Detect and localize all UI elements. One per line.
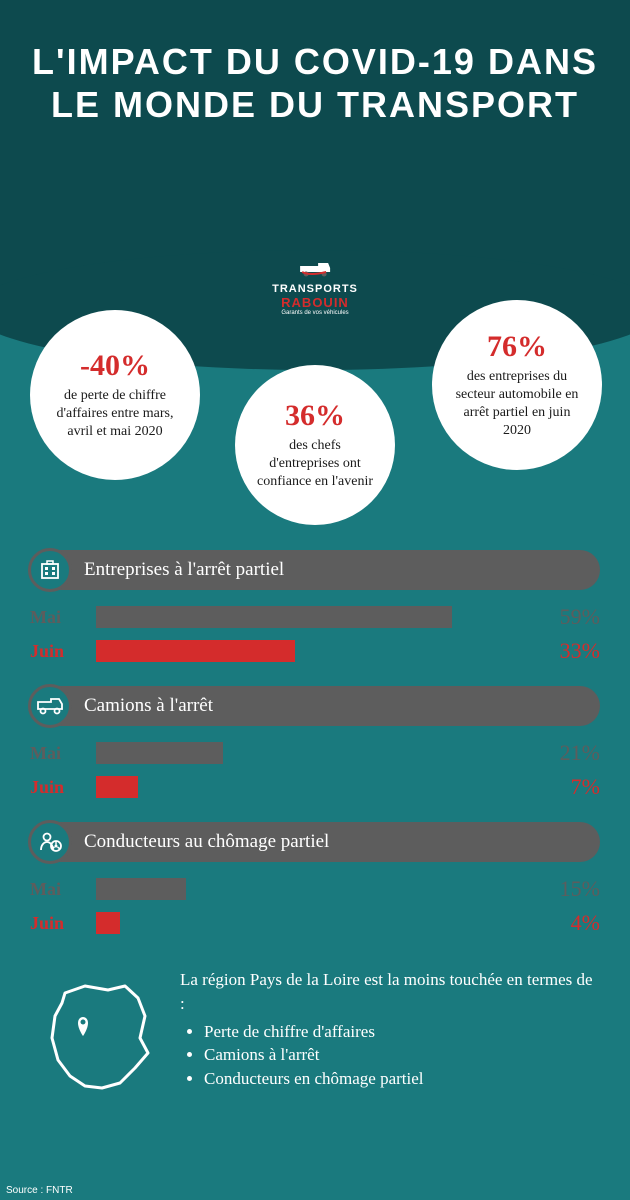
section-title: Conducteurs au chômage partiel <box>84 831 329 853</box>
bar-label: Mai <box>30 607 96 628</box>
footer-bullet: Camions à l'arrêt <box>204 1043 600 1067</box>
section-header: Conducteurs au chômage partiel <box>30 822 600 862</box>
bar-row: Juin 7% <box>30 774 600 800</box>
bar-track <box>96 776 518 798</box>
bar-label: Mai <box>30 879 96 900</box>
truck-icon <box>28 684 72 728</box>
bar-fill <box>96 878 186 900</box>
footer-intro: La région Pays de la Loire est la moins … <box>180 968 600 1016</box>
bar-fill <box>96 742 223 764</box>
bar-fill <box>96 912 120 934</box>
bar-label: Juin <box>30 913 96 934</box>
bar-track <box>96 742 518 764</box>
bar-label: Juin <box>30 777 96 798</box>
bar-value: 21% <box>534 740 600 766</box>
bar-group: Mai 21% Juin 7% <box>30 740 600 800</box>
bar-row: Mai 59% <box>30 604 600 630</box>
logo-text-2: RABOUIN <box>272 295 358 310</box>
bar-fill <box>96 776 138 798</box>
footer-bullet: Conducteurs en chômage partiel <box>204 1067 600 1091</box>
section-header: Camions à l'arrêt <box>30 686 600 726</box>
bar-label: Mai <box>30 743 96 764</box>
bar-row: Juin 33% <box>30 638 600 664</box>
section-title: Entreprises à l'arrêt partiel <box>84 559 284 581</box>
bar-value: 15% <box>534 876 600 902</box>
bar-fill <box>96 640 295 662</box>
stat-circle-3: 76% des entreprises du secteur automobil… <box>432 300 602 470</box>
stat-circle-2: 36% des chefs d'entreprises ont confianc… <box>235 365 395 525</box>
bar-track <box>96 912 518 934</box>
building-icon <box>28 548 72 592</box>
bar-value: 33% <box>534 638 600 664</box>
section-header: Entreprises à l'arrêt partiel <box>30 550 600 590</box>
bar-value: 59% <box>534 604 600 630</box>
bar-label: Juin <box>30 641 96 662</box>
bar-track <box>96 640 518 662</box>
bar-sections: Entreprises à l'arrêt partiel Mai 59% Juin 3… <box>0 550 630 936</box>
bar-group: Mai 15% Juin 4% <box>30 876 600 936</box>
bar-group: Mai 59% Juin 33% <box>30 604 600 664</box>
bar-fill <box>96 606 452 628</box>
section-title: Camions à l'arrêt <box>84 695 213 717</box>
stat-label: des entreprises du secteur automobile en… <box>450 368 584 441</box>
stat-label: de perte de chiffre d'affaires entre mar… <box>48 387 182 442</box>
logo-text-1: TRANSPORTS <box>272 283 358 295</box>
footer-bullet: Perte de chiffre d'affaires <box>204 1020 600 1044</box>
stat-value: -40% <box>80 349 150 383</box>
main-title: L'IMPACT DU COVID-19 DANS LE MONDE DU TR… <box>0 0 630 126</box>
bar-row: Mai 15% <box>30 876 600 902</box>
source-text: Source : FNTR <box>6 1185 73 1196</box>
stat-label: des chefs d'entreprises ont confiance en… <box>253 437 377 492</box>
footer: La région Pays de la Loire est la moins … <box>0 958 630 1113</box>
logo: TRANSPORTS RABOUIN Garants de vos véhicu… <box>272 260 358 316</box>
bar-row: Juin 4% <box>30 910 600 936</box>
bar-row: Mai 21% <box>30 740 600 766</box>
logo-truck-icon <box>298 260 332 278</box>
stat-value: 76% <box>487 330 547 364</box>
bar-track <box>96 878 518 900</box>
driver-icon <box>28 820 72 864</box>
footer-text: La région Pays de la Loire est la moins … <box>170 968 600 1091</box>
stat-circles: -40% de perte de chiffre d'affaires entr… <box>0 310 630 550</box>
bar-value: 7% <box>534 774 600 800</box>
stat-value: 36% <box>285 399 345 433</box>
bar-track <box>96 606 518 628</box>
logo-text-3: Garants de vos véhicules <box>272 310 358 316</box>
stat-circle-1: -40% de perte de chiffre d'affaires entr… <box>30 310 200 480</box>
bar-value: 4% <box>534 910 600 936</box>
france-map-icon <box>30 968 170 1113</box>
